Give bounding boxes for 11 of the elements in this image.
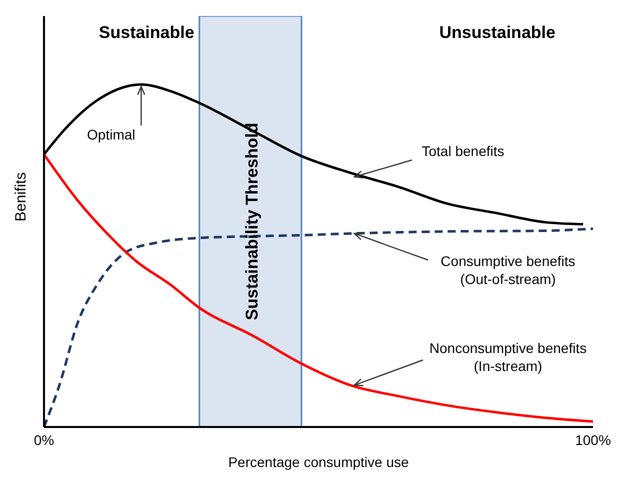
x-tick-label: 100% xyxy=(575,432,611,448)
y-axis-title: Benifits xyxy=(12,172,30,222)
band-label: Sustainability Threshold xyxy=(242,122,262,320)
text: Unsustainable xyxy=(439,23,556,42)
annotation: Optimal xyxy=(87,126,136,142)
x-axis-title: Percentage consumptive use xyxy=(228,454,409,470)
x-tick-label: 0% xyxy=(34,432,54,448)
text: Sustainable xyxy=(98,23,194,42)
series-label: Nonconsumptive benefits (In-stream) xyxy=(429,340,587,374)
text: Total benefits xyxy=(422,143,504,159)
series-label: Consumptive benefits (Out-of-stream) xyxy=(440,253,576,287)
